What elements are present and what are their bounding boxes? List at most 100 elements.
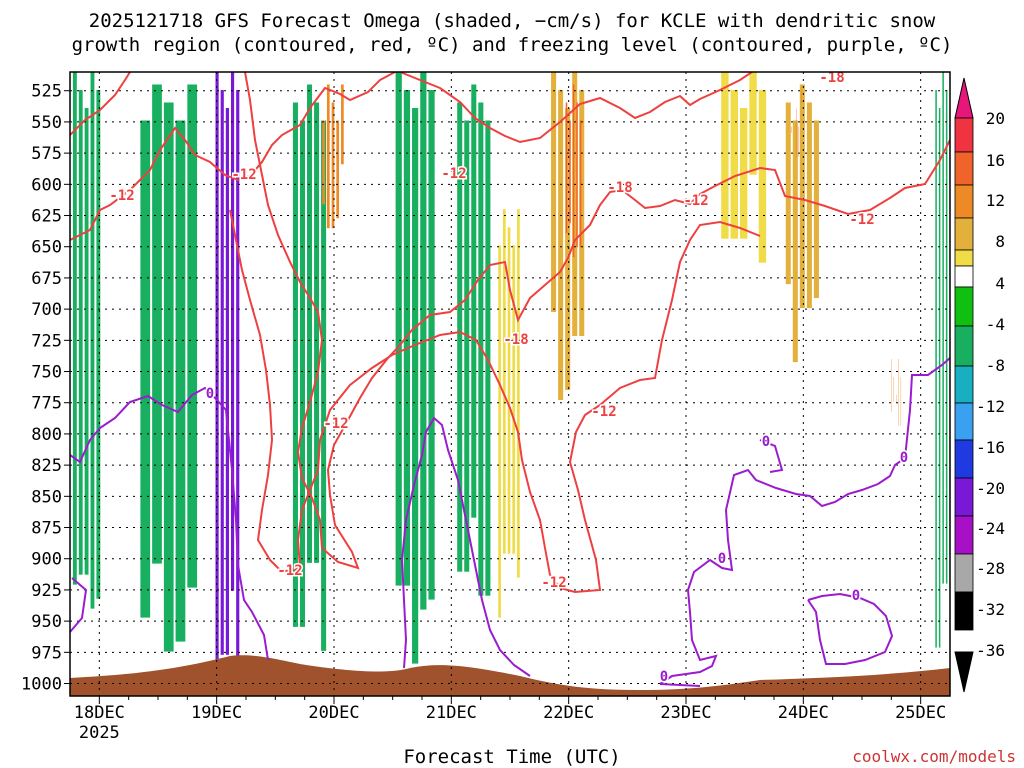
omega-cell [457,102,463,572]
colorbar-cell [954,325,974,367]
omega-cell [163,102,174,652]
omega-cell [314,102,320,563]
colorbar-cell [954,553,974,593]
y-tick-label: 675 [31,269,62,289]
omega-cell [187,84,198,588]
y-tick-label: 625 [31,207,62,227]
y-tick-label: 575 [31,144,62,164]
omega-cell [336,120,340,219]
colorbar-label: -16 [976,438,1005,457]
contour-label: 0 [660,669,668,685]
contour-label: 0 [718,551,726,567]
contour-label: -12 [591,404,616,420]
y-tick-label: 925 [31,581,62,601]
contour-label: 0 [900,450,908,466]
y-axis: 525 550 575 600 625 650 675 700 725 750 775 800 825 8… [21,82,70,695]
omega-cell [806,102,812,309]
y-tick-label: 550 [31,113,62,133]
omega-cell [96,90,101,599]
y-tick-label: 600 [31,175,62,195]
grid [70,72,950,696]
y-tick-label: 650 [31,238,62,258]
x-tick-label: 18DEC [74,703,125,723]
omega-cell [749,72,757,175]
omega-cell [140,120,151,618]
omega-cell [579,120,582,248]
omega-cell [152,84,162,564]
omega-cell [785,102,791,285]
colorbar-label: 8 [995,232,1005,251]
colorbar-label: -8 [986,356,1005,375]
x-tick-label: 24DEC [778,703,829,723]
omega-cell [730,90,738,239]
y-tick-label: 800 [31,425,62,445]
y-tick-label: 950 [31,612,62,632]
colorbar-cell [954,365,974,404]
contour-label: -12 [323,416,348,432]
x-tick-sublabel: 2025 [79,723,120,743]
y-tick-label: 725 [31,331,62,351]
colorbar-label: 12 [986,191,1005,210]
omega-cell [758,90,767,263]
y-tick-label: 900 [31,550,62,570]
colorbar-label: 4 [995,274,1005,293]
omega-cell [307,84,313,563]
omega-cell [326,84,330,229]
colorbar-cell [954,77,974,119]
contour-label: -12 [849,212,874,228]
colorbar: 20 16 12 8 4 -4 -8 -12 -16 -20 -24 -28 -32 -36 [954,77,1005,693]
omega-cell [938,108,941,648]
omega-cell [215,72,219,665]
omega-cell [225,108,229,655]
x-tick-label: 21DEC [426,703,477,723]
colorbar-label: -32 [976,600,1005,619]
omega-cell [572,72,578,336]
omega-cell [341,84,344,165]
omega-cell [576,102,578,248]
omega-cell [428,90,435,600]
omega-cell [565,108,571,390]
contour-label: -12 [541,575,566,591]
omega-cell [84,108,89,575]
x-tick-label: 22DEC [543,703,594,723]
x-tick-label: 23DEC [660,703,711,723]
dendritic-contour-lower [70,72,950,570]
contour-label: -12 [683,193,708,209]
y-tick-label: 875 [31,519,62,539]
colorbar-cell [954,477,974,517]
colorbar-cell [954,151,974,186]
contour-label: 0 [762,434,770,450]
freezing-contour-left [70,386,269,661]
colorbar-cell [954,117,974,153]
omega-cell [175,120,186,642]
x-axis-label: Forecast Time (UTC) [403,746,621,768]
x-tick-label: 25DEC [895,703,946,723]
omega-cell [579,90,585,336]
omega-cell [942,72,944,584]
y-tick-label: 825 [31,456,62,476]
x-tick-label: 20DEC [308,703,359,723]
colorbar-label: 20 [986,109,1005,128]
colorbar-label: -20 [976,479,1005,498]
omega-cell [512,245,516,554]
omega-cell [799,84,805,309]
omega-cell [322,120,325,205]
colorbar-cell [954,439,974,479]
contour-label: -18 [503,332,528,348]
omega-cell [507,227,511,554]
colorbar-cell [954,591,974,631]
omega-cell [292,102,298,627]
omega-cell [78,90,83,575]
colorbar-label: -28 [976,559,1005,578]
freezing-contour-mid [400,416,531,677]
contours [70,72,950,687]
omega-cell [236,90,240,679]
colorbar-cell [954,217,974,251]
colorbar-cell [954,249,974,267]
colorbar-label: -24 [976,519,1005,538]
contour-label: -12 [109,188,134,204]
y-tick-label: 775 [31,394,62,414]
omega-cell [498,245,501,618]
colorbar-label: -36 [976,641,1005,660]
